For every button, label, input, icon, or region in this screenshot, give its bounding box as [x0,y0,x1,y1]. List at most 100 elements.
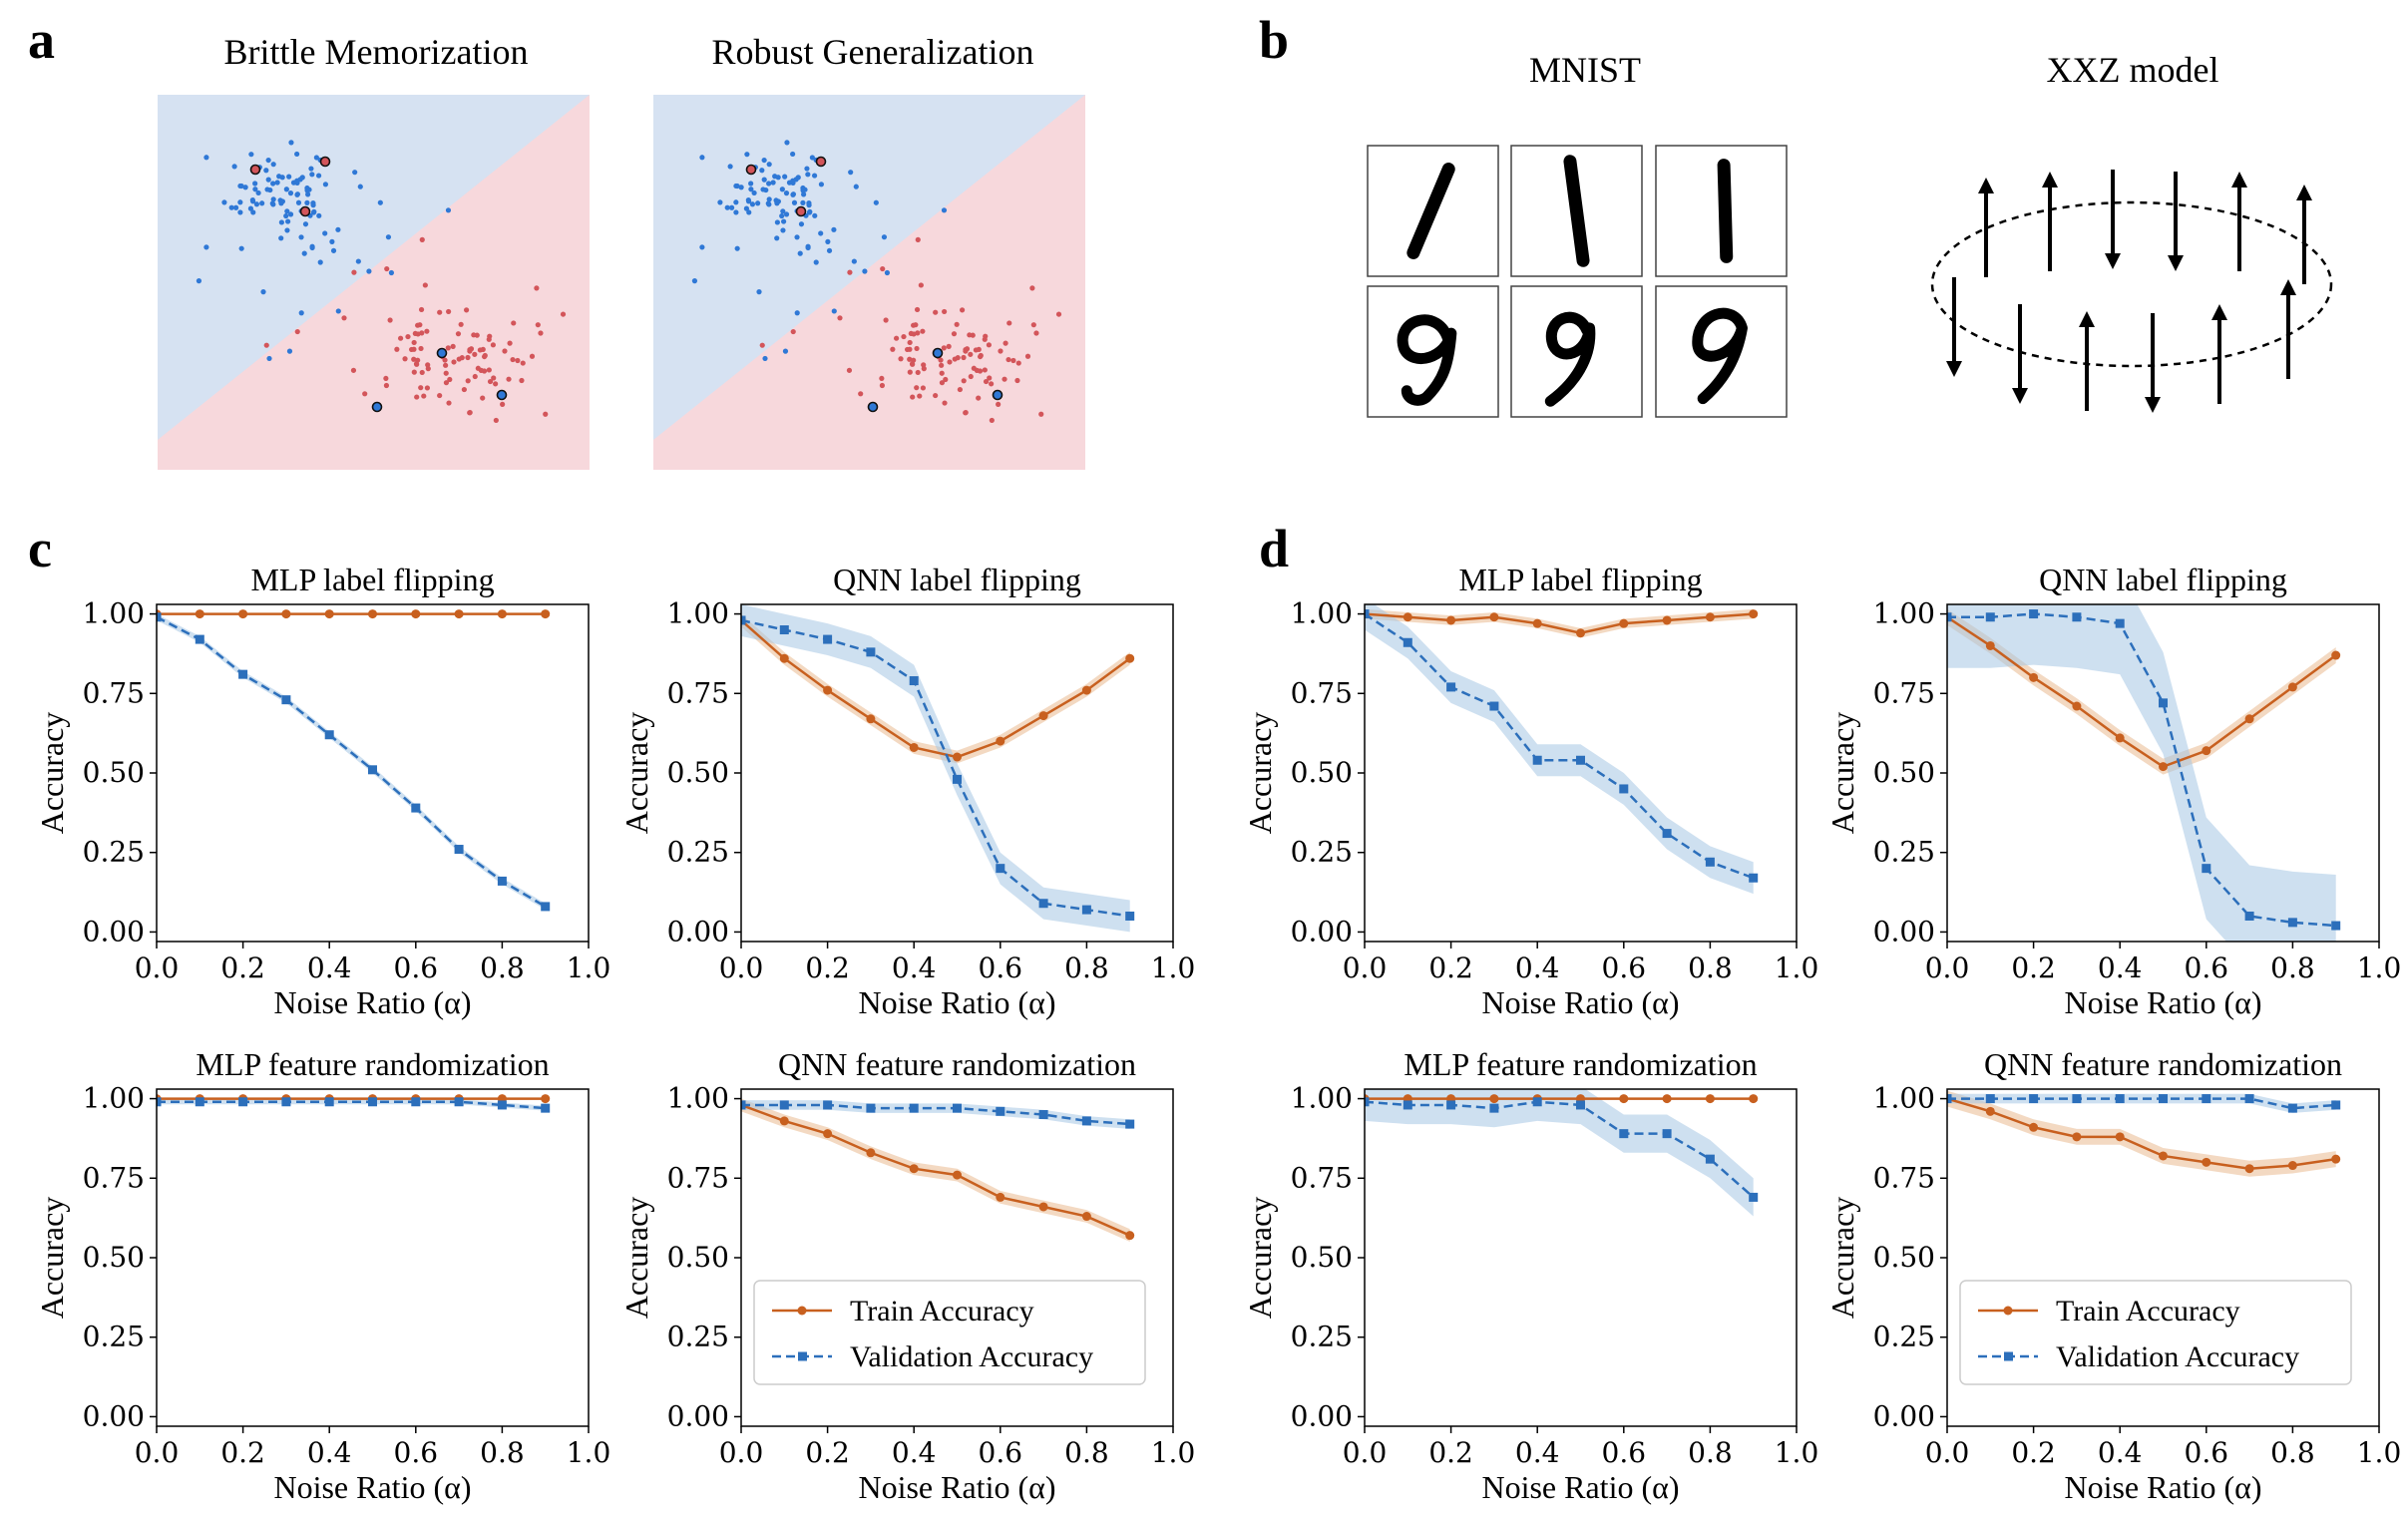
y-tick-label: 0.50 [1291,1241,1353,1274]
scatter-point-blue [203,155,209,161]
scatter-point-blue [232,204,239,210]
scatter-point-red [397,335,404,341]
train-accuracy-point [1619,618,1629,628]
y-axis-label: Accuracy [34,1197,70,1320]
scatter-point-red [939,380,946,386]
scatter-point-blue [748,187,754,192]
spin-down-icon [2168,172,2184,271]
train-confidence-band [1947,608,2336,775]
train-accuracy-point [1576,628,1585,638]
scatter-point-blue [286,174,292,180]
x-tick-label: 0.8 [2270,1436,2315,1469]
plot-area [741,1098,1135,1243]
chart-d-6: MLP feature randomization 0.00 0.25 0.50 0.7… [1242,1046,1818,1505]
scatter-point-red [918,282,924,288]
plot-area [741,604,1135,933]
scatter-memorization [158,95,590,470]
spin-head [2079,311,2095,327]
train-accuracy-point [996,1192,1005,1202]
x-tick-label: 0.0 [719,1436,764,1469]
validation-confidence-band [1947,604,2336,942]
scatter-point-red [1002,376,1007,382]
scatter-point-blue [252,181,258,187]
validation-accuracy-point [238,1097,248,1107]
scatter-point-blue [302,221,309,227]
validation-accuracy-point [1365,609,1370,619]
scatter-point-blue [316,212,322,218]
train-accuracy-point [2331,650,2341,660]
validation-accuracy-point [1365,1097,1370,1107]
validation-accuracy-point [866,647,876,657]
mnist-digit-nine: 9 [1544,311,1596,407]
x-tick-label: 0.4 [2098,1436,2143,1469]
x-tick-label: 0.4 [307,951,352,984]
scatter-point-blue [733,199,739,205]
chart-title: QNN feature randomization [778,1046,1136,1082]
x-tick-label: 0.0 [1343,951,1388,984]
scatter-point-red [983,333,989,339]
x-tick-label: 0.4 [1515,951,1560,984]
plot-frame [1364,603,1798,943]
scatter-point-blue [294,151,300,158]
validation-accuracy-point [996,864,1005,874]
validation-accuracy-point [2029,609,2039,619]
validation-accuracy-point [779,625,789,635]
scatter-point-red [362,391,368,397]
y-tick-label: 0.75 [667,676,729,709]
train-confidence-band [741,1098,1130,1243]
scatter-point-red [1003,340,1008,346]
y-tick-label: 1.00 [1291,597,1353,630]
validation-accuracy-point [1532,755,1542,765]
scatter-point-blue [798,221,805,227]
scatter-point-red [946,343,952,349]
validation-accuracy-point [195,1097,204,1107]
scatter-point-red [421,393,427,399]
validation-accuracy-point [157,1097,162,1107]
y-tick-label: 1.00 [667,1082,729,1115]
train-accuracy-line [741,1103,1131,1237]
scatter-point-blue [279,198,285,204]
scatter-point-red [538,330,544,336]
spin-up-icon [1978,178,1994,277]
train-accuracy-point [2287,682,2297,692]
spin-head [1946,361,1962,377]
train-accuracy-point [779,653,789,663]
scatter-point-blue [806,202,812,208]
scatter-point-blue [270,196,276,202]
flipped-sample-point [436,347,448,359]
validation-accuracy-point [1662,829,1672,839]
validation-accuracy-point [2202,1094,2211,1104]
x-tick-label: 0.8 [2270,951,2315,984]
y-tick-label: 1.00 [667,597,729,630]
scatter-point-red [963,348,969,354]
scatter-point-blue [801,191,807,197]
scatter-point-bridge [847,269,853,275]
train-accuracy-line [1947,1097,2336,1170]
x-axis-label: Noise Ratio (α) [2064,1469,2261,1505]
scatter-point-red [458,321,464,327]
x-tick-label: 0.4 [1515,1436,1560,1469]
scatter-point-blue [774,235,780,241]
legend-box [1959,1280,2352,1385]
scatter-point-blue [288,140,294,146]
y-tick-label: 0.25 [1873,836,1935,869]
scatter-point-blue [779,187,785,192]
mnist-digit-grid: 111999 [1367,145,1788,418]
y-tick-label: 0.25 [1873,1321,1935,1353]
chart-title: MLP label flipping [250,562,494,597]
train-accuracy-point [2159,762,2168,772]
scatter-point-blue [283,187,289,192]
scatter-point-red [1014,377,1020,384]
train-accuracy-point [2159,1151,2168,1161]
train-accuracy-point [2244,1164,2254,1174]
legend-box [753,1280,1146,1385]
spin-up-icon [2079,311,2095,411]
validation-accuracy-point [2029,1094,2039,1104]
scatter-point-red [967,332,973,338]
train-accuracy-point [1662,1094,1672,1104]
train-accuracy-point [281,609,291,619]
scatter-point-blue [270,162,276,168]
validation-accuracy-point [2115,1094,2125,1104]
scatter-point-blue [270,201,276,207]
scatter-point-blue [285,218,291,224]
